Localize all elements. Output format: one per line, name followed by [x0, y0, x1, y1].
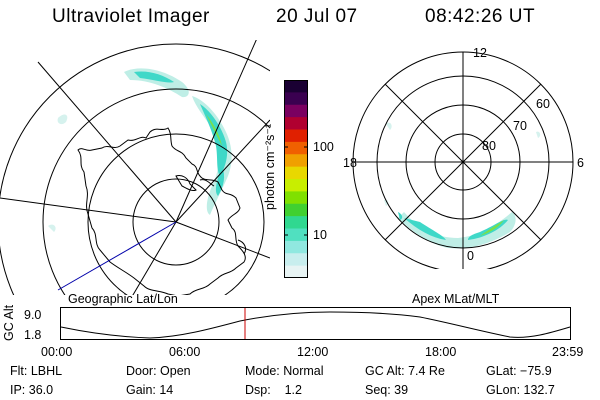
x-tick-0000: 00:00	[41, 345, 73, 359]
time-label: 08:42:26 UT	[425, 6, 536, 27]
aurora-emission	[48, 68, 232, 232]
colorbar-band	[284, 240, 308, 254]
x-tick-1800: 18:00	[425, 345, 457, 359]
colorbar-tick-100: 100	[313, 140, 334, 154]
geographic-plot	[0, 40, 270, 295]
x-tick-2359: 23:59	[552, 345, 584, 359]
x-tick-0600: 06:00	[169, 345, 201, 359]
gain-info: Gain: 14	[126, 383, 174, 397]
colorbar-band	[284, 154, 308, 168]
colorbar-band	[284, 141, 308, 155]
apex-polar-plot	[352, 51, 574, 269]
altitude-ylabel: GC Alt	[2, 304, 16, 341]
mlat-label-80: 80	[482, 139, 496, 153]
filter-info: Flt: LBHL	[10, 364, 63, 378]
mlt-label-6: 6	[577, 156, 584, 170]
colorbar	[284, 80, 308, 278]
colorbar-band	[284, 179, 308, 192]
left-panel-caption: Geographic Lat/Lon	[68, 292, 178, 306]
date-label: 20 Jul 07	[276, 6, 358, 27]
mlat-label-60: 60	[536, 97, 550, 111]
mlt-label-18: 18	[343, 156, 357, 170]
coastline	[77, 127, 246, 295]
colorbar-band	[284, 166, 308, 180]
right-panel-caption: Apex MLat/MLT	[412, 292, 500, 306]
lat-ring-mid	[42, 88, 270, 295]
glat-info: GLat: −75.9	[486, 364, 552, 378]
colorbar-band	[284, 216, 308, 230]
mlt-label-0: 0	[467, 249, 474, 263]
colorbar-band	[284, 104, 308, 118]
door-info: Door: Open	[126, 364, 191, 378]
colorbar-band	[284, 80, 308, 93]
lat-ring-inner	[132, 178, 220, 266]
colorbar-band	[284, 203, 308, 217]
colorbar-band	[284, 228, 308, 242]
colorbar-tick-10: 10	[313, 228, 327, 242]
seq-info: Seq: 39	[365, 383, 409, 397]
x-tick-1200: 12:00	[297, 345, 329, 359]
altitude-ymin: 1.8	[24, 328, 42, 342]
lat-ring-middle	[87, 133, 265, 295]
glon-info: GLon: 132.7	[486, 383, 555, 397]
mlt-label-12: 12	[473, 46, 487, 60]
mode-info: Mode: Normal	[245, 364, 324, 378]
colorbar-band	[284, 253, 308, 267]
altitude-curve	[60, 311, 571, 339]
aurora-emission-apex	[384, 122, 541, 249]
satellite-track	[57, 221, 177, 291]
lat-ring-outer	[0, 43, 270, 295]
altitude-strip-chart	[60, 307, 571, 340]
dsp-info: Dsp: 1.2	[245, 383, 302, 397]
app-title: Ultraviolet Imager	[52, 6, 210, 27]
ip-info: IP: 36.0	[10, 383, 54, 397]
colorbar-band	[284, 265, 308, 278]
colorbar-unit: photon cm⁻²s⁻¹	[263, 123, 277, 210]
gc-alt-info: GC Alt: 7.4 Re	[365, 364, 445, 378]
altitude-ymax: 9.0	[24, 308, 42, 322]
mlat-label-70: 70	[513, 119, 527, 133]
colorbar-band	[284, 92, 308, 106]
colorbar-band	[284, 129, 308, 143]
colorbar-band	[284, 191, 308, 205]
colorbar-band	[284, 117, 308, 131]
